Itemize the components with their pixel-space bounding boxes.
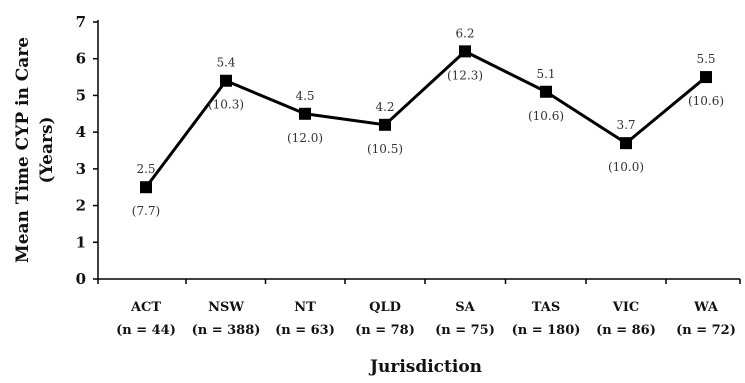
y-tick-label: 6 [76, 50, 86, 68]
data-point-marker [220, 75, 232, 87]
x-category-label: ACT [130, 300, 161, 315]
y-axis-title-line1: Mean Time CYP in Care [13, 37, 33, 263]
x-category-n-label: (n = 44) [116, 323, 176, 338]
data-sd-label: (12.3) [447, 68, 483, 82]
x-category-n-label: (n = 388) [192, 323, 261, 338]
y-tick-label: 1 [76, 233, 86, 251]
x-category-n-label: (n = 75) [435, 323, 495, 338]
data-value-label: 4.5 [295, 89, 314, 103]
data-point-marker [379, 119, 391, 131]
data-sd-label: (10.6) [688, 94, 724, 108]
x-category-label: NSW [208, 300, 244, 315]
data-point-marker [620, 137, 632, 149]
data-value-label: 3.7 [616, 118, 635, 132]
y-tick-label: 7 [76, 13, 86, 31]
data-point-marker [140, 181, 152, 193]
data-value-label: 4.2 [375, 100, 394, 114]
data-sd-label: (12.0) [287, 131, 323, 145]
x-axis-title: Jurisdiction [368, 357, 482, 377]
y-tick-label: 5 [76, 86, 86, 104]
x-category-label: SA [455, 300, 475, 315]
y-tick-label: 3 [76, 160, 86, 178]
y-tick-label: 2 [76, 197, 86, 215]
data-sd-label: (7.7) [132, 204, 160, 218]
data-value-label: 2.5 [136, 162, 155, 176]
x-category-n-label: (n = 72) [676, 323, 736, 338]
data-point-marker [700, 71, 712, 83]
data-sd-label: (10.0) [608, 160, 644, 174]
data-value-label: 6.2 [455, 26, 474, 40]
data-value-label: 5.1 [536, 67, 555, 81]
y-tick-label: 0 [76, 270, 86, 288]
x-category-n-label: (n = 86) [596, 323, 656, 338]
x-category-n-label: (n = 180) [512, 323, 581, 338]
x-category-label: TAS [532, 300, 560, 315]
data-value-label: 5.5 [696, 52, 715, 66]
x-category-n-label: (n = 78) [355, 323, 415, 338]
data-point-marker [540, 86, 552, 98]
data-sd-label: (10.6) [528, 109, 564, 123]
x-category-label: WA [693, 300, 719, 315]
data-point-marker [459, 45, 471, 57]
x-category-label: VIC [612, 300, 640, 315]
data-value-label: 5.4 [216, 56, 235, 70]
y-tick-label: 4 [76, 123, 86, 141]
x-category-n-label: (n = 63) [275, 323, 335, 338]
data-sd-label: (10.5) [367, 142, 403, 156]
y-axis-title-line2: (Years) [37, 116, 57, 183]
x-category-label: QLD [369, 300, 401, 315]
data-sd-label: (10.3) [208, 98, 244, 112]
x-category-label: NT [294, 300, 316, 315]
data-point-marker [299, 108, 311, 120]
